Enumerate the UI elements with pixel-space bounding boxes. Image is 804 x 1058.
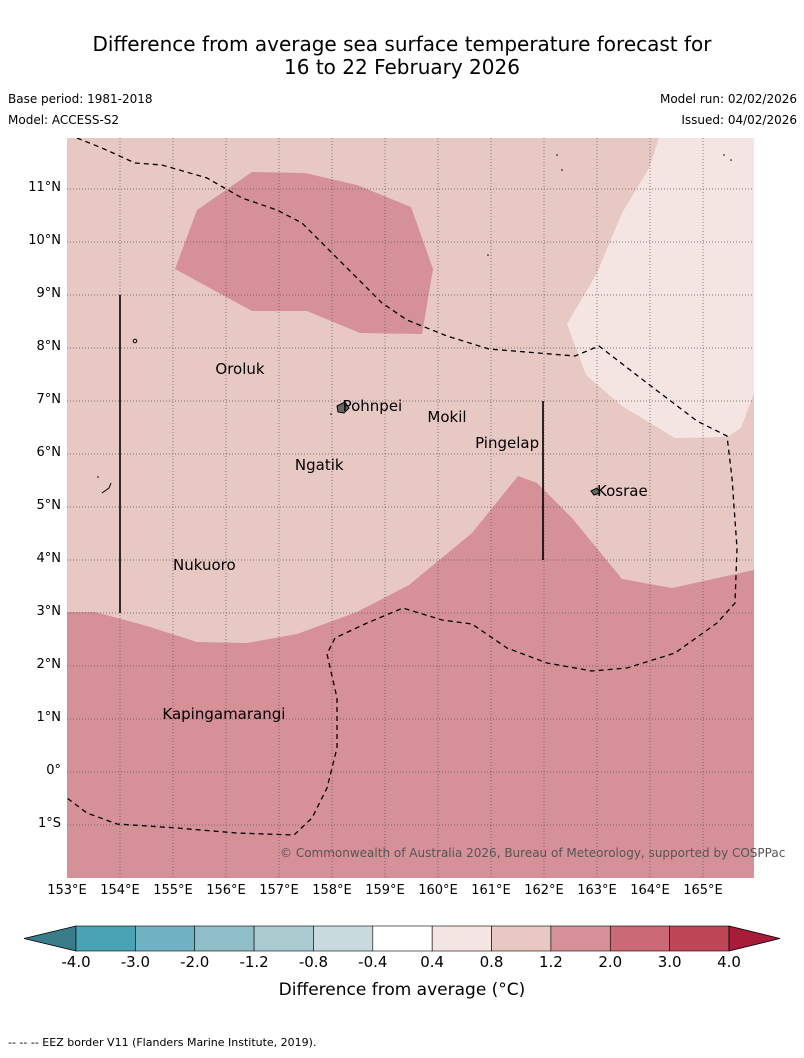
lat-tick-label: 0°: [46, 763, 61, 778]
colorbar-tick-label: 3.0: [657, 953, 682, 971]
anomaly-1.2-2.0-south: [67, 476, 754, 878]
graticule: [67, 138, 754, 878]
colorbar-tick-label: 0.4: [420, 953, 445, 971]
colorbar-tick-label: -3.0: [120, 953, 150, 971]
colorbar-tick-label: -4.0: [61, 953, 91, 971]
lon-tick-label: 159°E: [365, 883, 405, 898]
model-run: Model run: 02/02/2026: [659, 92, 797, 106]
lon-tick-label: 163°E: [577, 883, 617, 898]
place-label-nukuoro: Nukuoro: [173, 556, 236, 575]
lon-tick-label: 156°E: [206, 883, 246, 898]
lat-tick-label: 1°S: [37, 816, 61, 831]
atoll-mark: [556, 154, 558, 156]
place-label-mokil: Mokil: [427, 407, 467, 426]
atoll-mark: [487, 254, 489, 256]
colorbar-tick-label: 4.0: [717, 953, 741, 971]
colorbar-tick-label: 0.8: [479, 953, 504, 971]
colorbar-segment: [372, 925, 433, 952]
colorbar-segment: [194, 925, 255, 952]
lat-tick-label: 4°N: [36, 551, 62, 566]
lon-tick-label: 161°E: [471, 883, 511, 898]
lon-tick-label: 154°E: [100, 883, 140, 898]
colorbar-tick-label: -0.4: [358, 953, 388, 971]
colorbar-segment: [253, 925, 314, 952]
colorbar-extend-high: [728, 925, 781, 952]
colorbar-segment: [135, 925, 196, 952]
colorbar-tick-label: -1.2: [239, 953, 269, 971]
colorbar-segment: [491, 925, 552, 952]
lat-tick-label: 10°N: [28, 233, 61, 248]
atoll-mark: [97, 476, 99, 478]
anomaly-1.2-2.0-north: [175, 172, 433, 334]
place-label-kosrae: Kosrae: [597, 482, 648, 501]
lat-tick-label: 3°N: [36, 604, 62, 619]
atoll-mark: [561, 169, 563, 171]
lat-tick-label: 7°N: [36, 392, 62, 407]
lat-tick-label: 6°N: [36, 445, 62, 460]
colorbar-segment: [669, 925, 730, 952]
copyright-note: © Commonwealth of Australia 2026, Bureau…: [280, 846, 786, 860]
colorbar-title: Difference from average (°C): [278, 980, 526, 1000]
colorbar-tick-label: -0.8: [298, 953, 329, 971]
colorbar: [23, 925, 781, 952]
place-label-ngatik: Ngatik: [294, 455, 344, 474]
issued-date: Issued: 04/02/2026: [681, 113, 797, 127]
place-label-pingelap: Pingelap: [475, 434, 540, 453]
lon-tick-label: 162°E: [524, 883, 564, 898]
pohnpei-island: [336, 401, 350, 414]
colorbar-segment: [609, 925, 670, 952]
atoll-mark: [101, 482, 112, 494]
lon-tick-label: 157°E: [259, 883, 299, 898]
lat-tick-label: 9°N: [36, 286, 62, 301]
colorbar-segment: [550, 925, 611, 952]
place-label-pohnpei: Pohnpei: [342, 397, 403, 416]
colorbar-extend-low: [23, 925, 77, 952]
place-label-oroluk: Oroluk: [215, 360, 265, 379]
map-svg: [67, 138, 754, 878]
eez-footnote: -- -- -- EEZ border V11 (Flanders Marine…: [8, 1036, 317, 1049]
anomaly-0.4-0.8-northeast: [567, 138, 754, 438]
place-label-kapingamarangi: Kapingamarangi: [162, 704, 286, 723]
lon-tick-label: 165°E: [683, 883, 723, 898]
colorbar-segment: [431, 925, 492, 952]
colorbar-segment: [313, 925, 374, 952]
colorbar-segment: [75, 925, 136, 952]
page-title: Difference from average sea surface temp…: [0, 33, 804, 79]
lon-tick-label: 158°E: [312, 883, 352, 898]
atoll-mark: [723, 154, 725, 156]
eez-border: [67, 138, 738, 836]
lon-tick-label: 153°E: [47, 883, 87, 898]
lon-tick-label: 160°E: [418, 883, 458, 898]
lon-tick-label: 164°E: [630, 883, 670, 898]
kosrae-island: [590, 487, 601, 496]
model-name: Model: ACCESS-S2: [8, 113, 120, 127]
lat-tick-label: 8°N: [36, 339, 62, 354]
title-line-1: Difference from average sea surface temp…: [92, 32, 712, 56]
atoll-mark: [330, 413, 332, 415]
lon-tick-label: 155°E: [153, 883, 193, 898]
base-period: Base period: 1981-2018: [8, 92, 153, 106]
atoll-mark: [730, 159, 732, 161]
lat-tick-label: 2°N: [36, 657, 62, 672]
colorbar-tick-label: 1.2: [538, 953, 563, 971]
atoll-mark: [132, 338, 138, 344]
sst-map: Oroluk Pohnpei Mokil Pingelap Ngatik Kosrae Nu…: [67, 138, 754, 878]
colorbar-tick-label: 2.0: [598, 953, 623, 971]
lat-tick-label: 1°N: [36, 710, 62, 725]
lat-tick-label: 11°N: [28, 180, 61, 195]
lat-tick-label: 5°N: [36, 498, 62, 513]
title-line-2: 16 to 22 February 2026: [284, 55, 520, 79]
colorbar-tick-label: -2.0: [180, 953, 210, 971]
